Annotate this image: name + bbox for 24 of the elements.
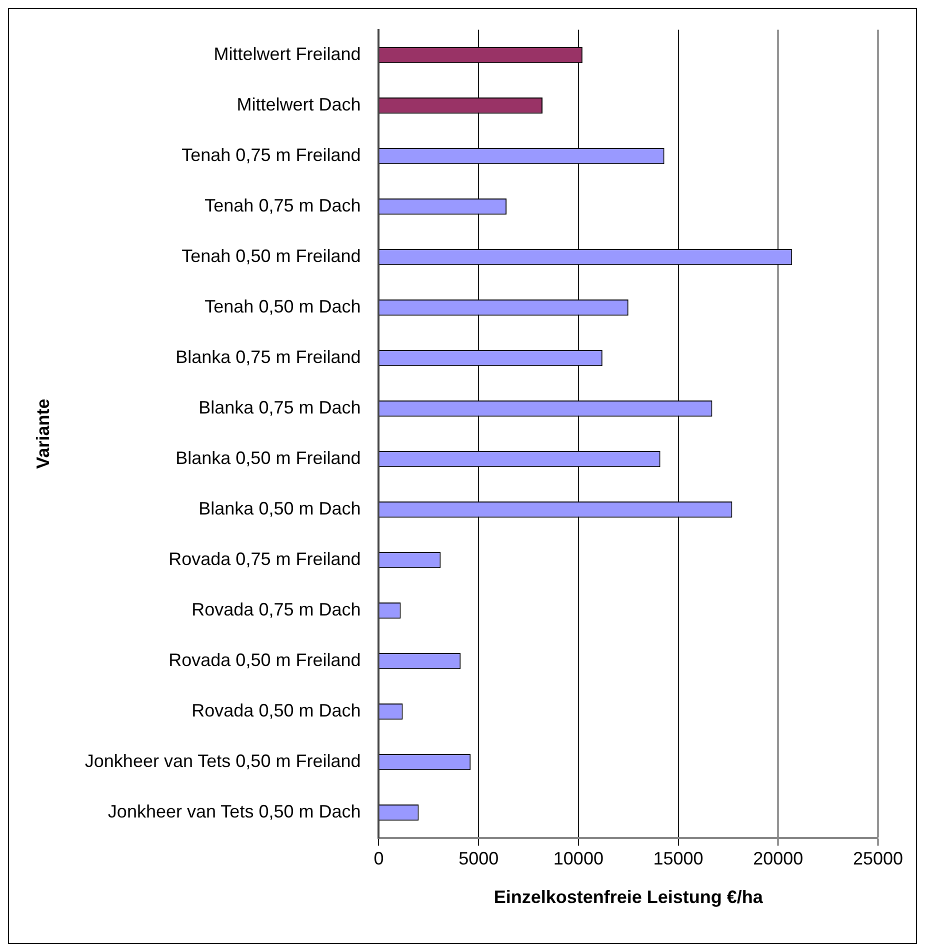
y-tick-label: Blanka 0,50 m Dach <box>198 498 361 519</box>
y-tick-label: Mittelwert Freiland <box>214 44 361 64</box>
y-tick-label: Tenah 0,75 m Dach <box>204 196 361 216</box>
y-tick-label: Blanka 0,50 m Freiland <box>176 448 361 468</box>
y-tick-label: Tenah 0,75 m Freiland <box>182 145 361 166</box>
y-tick-label: Rovada 0,50 m Dach <box>192 700 361 721</box>
y-tick-label: Blanka 0,75 m Freiland <box>176 347 361 368</box>
y-tick-label: Rovada 0,75 m Freiland <box>168 549 361 570</box>
x-tick-label: 25000 <box>852 848 904 869</box>
x-tick-label: 20000 <box>753 848 804 869</box>
y-axis-title: Variante <box>32 398 53 469</box>
y-tick-label: Rovada 0,75 m Dach <box>192 600 361 620</box>
y-tick-label: Blanka 0,75 m Dach <box>198 398 361 418</box>
x-tick-label: 15000 <box>653 848 704 869</box>
x-tick-label: 10000 <box>553 848 604 869</box>
y-tick-label: Mittelwert Dach <box>236 94 361 115</box>
y-tick-label: Tenah 0,50 m Freiland <box>182 246 361 266</box>
y-tick-label: Jonkheer van Tets 0,50 m Freiland <box>84 751 361 772</box>
y-tick-label: Rovada 0,50 m Freiland <box>168 650 361 670</box>
y-tick-label: Jonkheer van Tets 0,50 m Dach <box>108 802 361 822</box>
x-axis-title: Einzelkostenfreie Leistung €/ha <box>494 887 764 908</box>
y-tick-label: Tenah 0,50 m Dach <box>204 296 361 317</box>
x-tick-label: 5000 <box>458 848 499 869</box>
x-tick-label: 0 <box>374 848 384 869</box>
